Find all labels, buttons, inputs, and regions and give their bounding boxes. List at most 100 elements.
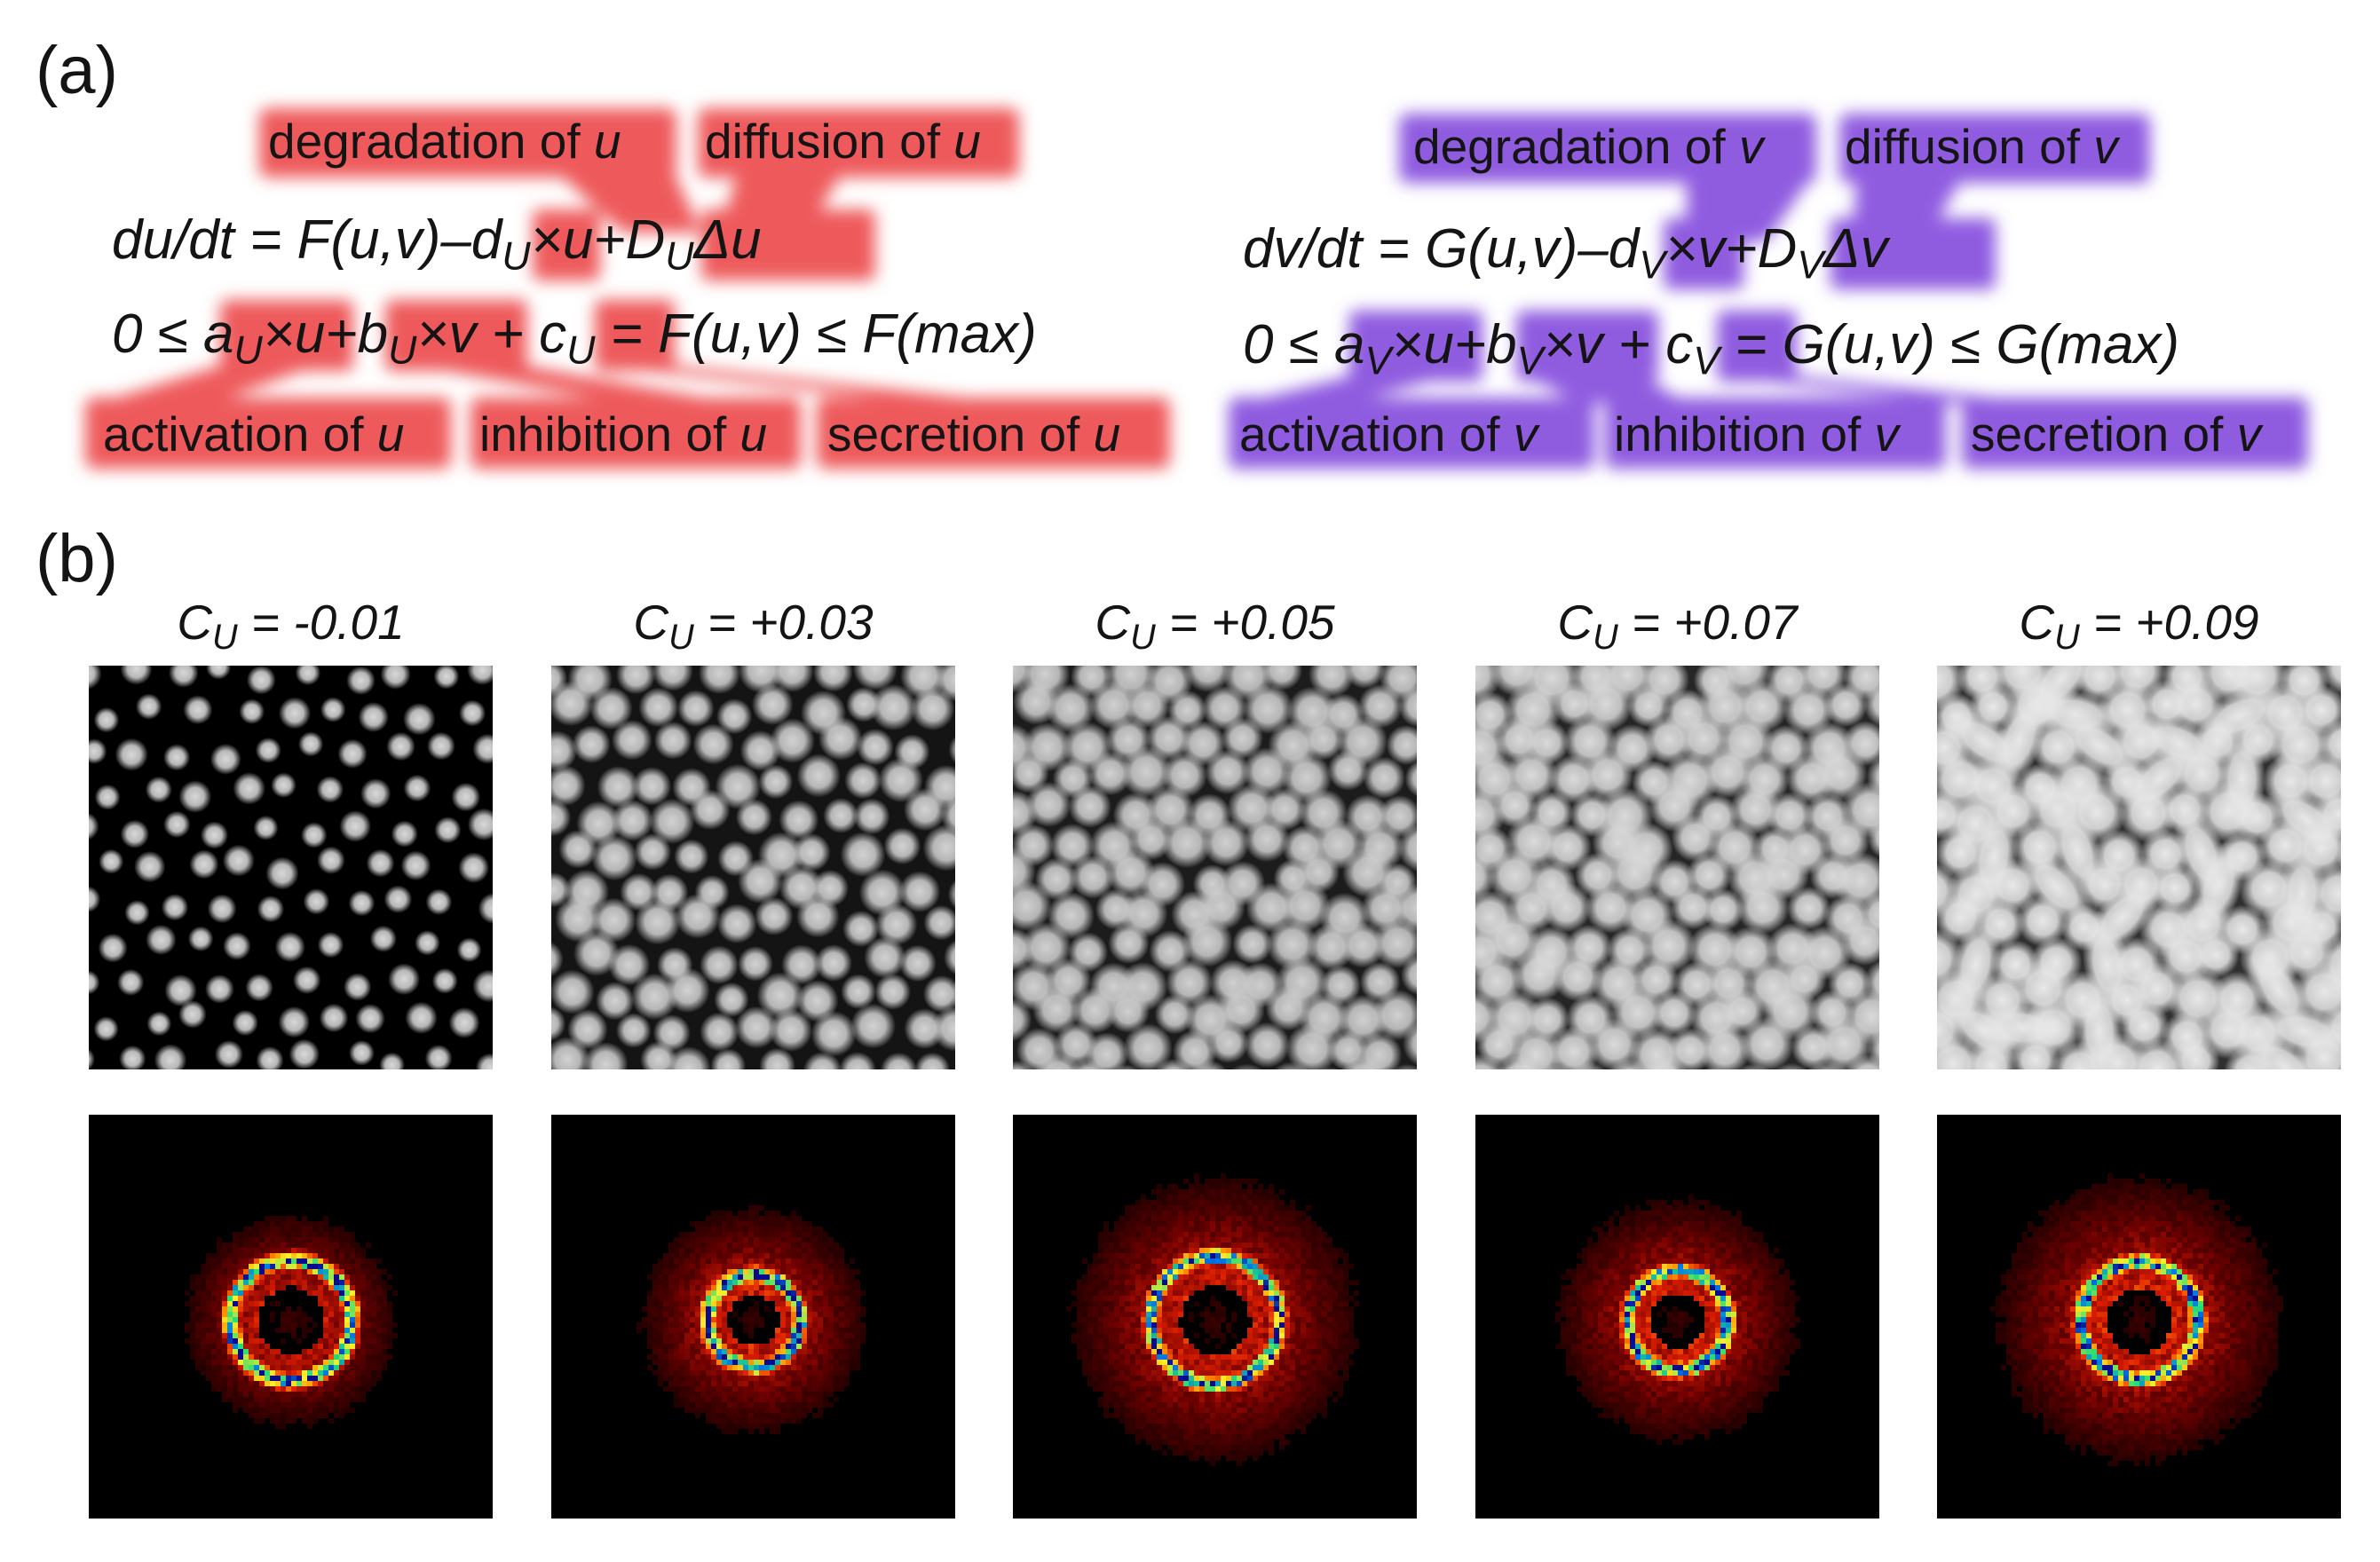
- u-inhibition-tag: inhibition of u: [479, 410, 767, 459]
- panel-b-label: (b): [36, 521, 118, 596]
- tag-text: secretion of: [1971, 406, 2237, 462]
- eq-sub: U: [566, 328, 596, 373]
- title-sub: U: [1130, 618, 1156, 658]
- hl-Du-delta: [701, 209, 875, 280]
- tag-var: v: [2236, 406, 2262, 462]
- title-sub: U: [212, 618, 238, 658]
- tag-text: diffusion of: [1845, 119, 2094, 174]
- tag-text: inhibition of: [479, 406, 740, 462]
- hl-diffusion-v: [1839, 114, 2150, 183]
- title-var: C: [177, 595, 213, 650]
- eq-part: = F(u,v) ≤ F(max): [595, 304, 1037, 365]
- title-sub: U: [1593, 618, 1618, 658]
- u-production-inequality: 0 ≤ aU×u+bU×v + cU = F(u,v) ≤ F(max): [112, 304, 1037, 371]
- pattern-image-1: [89, 666, 493, 1069]
- tag-var: u: [376, 406, 405, 462]
- eq-part: 0 ≤ a: [1243, 314, 1365, 375]
- tag-var: v: [1738, 119, 1764, 174]
- hl-diffusion-u: [698, 108, 1019, 178]
- u-activation-tag: activation of u: [103, 410, 404, 459]
- column-title-3: CU = +0.05: [1013, 595, 1417, 655]
- tag-text: activation of: [103, 406, 377, 462]
- eq-sub: V: [1639, 243, 1666, 288]
- u-degradation-tag: degradation of u: [268, 117, 621, 166]
- column-title-4: CU = +0.07: [1475, 595, 1879, 655]
- hl-activation-u: [85, 398, 451, 469]
- eq-part: dv/dt = G(u,v)–d: [1243, 218, 1640, 280]
- eq-part: ×v + c: [416, 304, 567, 365]
- title-value: = +0.07: [1617, 595, 1798, 650]
- tag-var: u: [739, 406, 768, 462]
- hl-link-degradation-u: [559, 174, 701, 233]
- hl-inhibition-u: [470, 398, 801, 469]
- eq-sub: U: [665, 234, 694, 279]
- eq-sub: U: [233, 328, 263, 373]
- hl-link-activation-v: [1243, 376, 1449, 403]
- v-secretion-tag: secretion of v: [1971, 410, 2261, 459]
- hl-link-secretion-v: [1722, 376, 2042, 403]
- eq-part: ×u+D: [530, 209, 666, 271]
- eq-part: Δv: [1823, 218, 1888, 280]
- hl-a-v: [1349, 311, 1483, 382]
- eq-part: ×v+D: [1665, 218, 1798, 280]
- tag-text: diffusion of: [705, 114, 954, 169]
- tag-text: inhibition of: [1614, 406, 1875, 462]
- title-value: = +0.09: [2079, 595, 2259, 650]
- fourier-spectrum-1: [89, 1115, 493, 1519]
- hl-d-u: [533, 209, 600, 280]
- tag-var: v: [2093, 119, 2118, 174]
- title-value: = -0.01: [237, 595, 405, 650]
- eq-part: Δu: [693, 209, 762, 271]
- eq-part: 0 ≤ a: [112, 304, 234, 365]
- eq-part: ×u+b: [262, 304, 389, 365]
- hl-degradation-v: [1399, 114, 1816, 183]
- tag-var: u: [593, 114, 621, 169]
- hl-degradation-u: [259, 108, 676, 178]
- tag-text: degradation of: [1413, 119, 1739, 174]
- highlight-layer: [85, 108, 2308, 469]
- fourier-spectrum-2: [551, 1115, 955, 1519]
- eq-part: du/dt = F(u,v)–d: [112, 209, 502, 271]
- hl-d-v: [1664, 218, 1743, 289]
- eq-part: ×u+b: [1391, 314, 1517, 375]
- column-title-5: CU = +0.09: [1937, 595, 2341, 655]
- title-var: C: [2019, 595, 2055, 650]
- fourier-spectrum-3: [1013, 1115, 1417, 1519]
- hl-Dv-delta: [1830, 218, 1996, 289]
- hl-secretion-v: [1962, 398, 2308, 469]
- v-highlight-group: [1229, 114, 2308, 469]
- eq-sub: U: [502, 234, 531, 279]
- title-var: C: [633, 595, 669, 650]
- tag-var: u: [953, 114, 981, 169]
- eq-sub: V: [1693, 339, 1720, 383]
- pattern-image-4: [1475, 666, 1879, 1069]
- eq-sub: U: [388, 328, 417, 373]
- tag-var: u: [1093, 406, 1121, 462]
- fourier-spectrum-5: [1937, 1115, 2341, 1519]
- u-highlight-group: [85, 108, 1170, 469]
- hl-c-v: [1717, 311, 1797, 382]
- column-title-2: CU = +0.03: [551, 595, 955, 655]
- hl-link-secretion-u: [604, 366, 1012, 403]
- hl-b-v: [1516, 311, 1658, 382]
- u-secretion-tag: secretion of u: [827, 410, 1120, 459]
- hl-secretion-u: [817, 398, 1170, 469]
- title-value: = +0.03: [693, 595, 874, 650]
- title-var: C: [1095, 595, 1131, 650]
- v-diffusion-tag: diffusion of v: [1845, 122, 2118, 171]
- title-var: C: [1557, 595, 1593, 650]
- pattern-image-5: [1937, 666, 2341, 1069]
- hl-b-u: [385, 300, 527, 371]
- v-activation-tag: activation of v: [1239, 410, 1538, 459]
- eq-sub: V: [1364, 339, 1392, 383]
- title-sub: U: [2054, 618, 2080, 658]
- tag-var: v: [1874, 406, 1900, 462]
- column-title-1: CU = -0.01: [89, 595, 493, 655]
- eq-sub: V: [1516, 339, 1544, 383]
- v-rate-equation: dv/dt = G(u,v)–dV×v+DVΔv: [1243, 222, 1888, 286]
- hl-a-u: [220, 300, 353, 371]
- tag-text: activation of: [1239, 406, 1514, 462]
- u-diffusion-tag: diffusion of u: [705, 117, 981, 166]
- title-value: = +0.05: [1155, 595, 1335, 650]
